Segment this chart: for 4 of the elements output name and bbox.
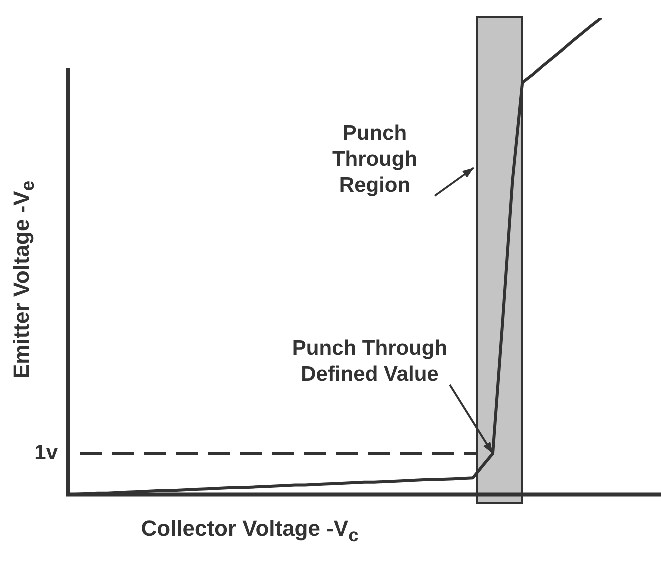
- x-axis-title: Collector Voltage -V$_{c}$: [140, 516, 360, 546]
- annotation: Punch Through Defined Value: [292, 337, 448, 386]
- annotation: Punch Through Region: [332, 122, 418, 197]
- ref-line-label: 1v: [34, 442, 58, 465]
